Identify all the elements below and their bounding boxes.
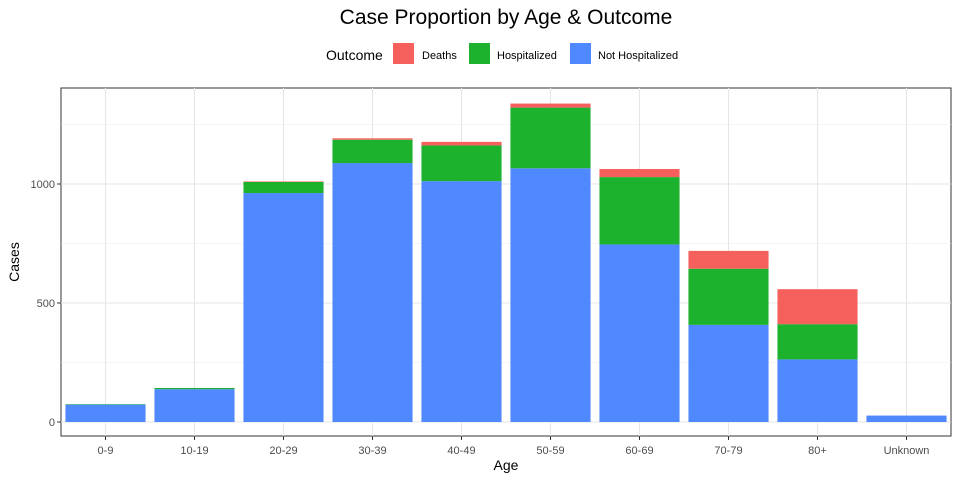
x-tick-label: Unknown bbox=[884, 445, 930, 457]
bar-deaths-40-49 bbox=[421, 141, 502, 146]
legend-key-hospitalized bbox=[469, 43, 490, 64]
bar-not-hospitalized-80+ bbox=[777, 359, 858, 422]
bar-hospitalized-20-29 bbox=[243, 181, 324, 194]
bar-not-hospitalized-40-49 bbox=[421, 181, 502, 422]
legend-key-not-hospitalized bbox=[570, 43, 591, 64]
y-tick-label: 500 bbox=[37, 298, 55, 310]
bar-not-hospitalized-0-9 bbox=[65, 404, 146, 422]
bar-deaths-30-39 bbox=[332, 138, 413, 140]
y-axis-title: Cases bbox=[6, 242, 22, 282]
x-tick-label: 80+ bbox=[808, 445, 827, 457]
bar-not-hospitalized-60-69 bbox=[599, 244, 680, 422]
y-tick-label: 1000 bbox=[31, 179, 55, 191]
bar-not-hospitalized-20-29 bbox=[243, 193, 324, 422]
bar-deaths-70-79 bbox=[688, 250, 769, 269]
bar-deaths-80+ bbox=[777, 289, 858, 325]
bar-hospitalized-30-39 bbox=[332, 139, 413, 164]
bar-not-hospitalized-unknown bbox=[866, 415, 947, 422]
bar-hospitalized-60-69 bbox=[599, 177, 680, 245]
bar-hospitalized-80+ bbox=[777, 324, 858, 360]
x-tick-label: 70-79 bbox=[714, 445, 742, 457]
x-tick-label: 10-19 bbox=[180, 445, 208, 457]
x-axis-ticks: 0-9 10-19 20-29 30-39 40-49 50-59 60-69 70-79 80… bbox=[98, 436, 930, 457]
x-tick-label: 60-69 bbox=[625, 445, 653, 457]
legend-key-deaths bbox=[393, 43, 414, 64]
bar-deaths-50-59 bbox=[510, 103, 591, 108]
bar-hospitalized-10-19 bbox=[154, 387, 235, 390]
bar-deaths-60-69 bbox=[599, 169, 680, 178]
legend-label: Deaths bbox=[422, 50, 457, 62]
bar-not-hospitalized-10-19 bbox=[154, 389, 235, 422]
bar-hospitalized-70-79 bbox=[688, 268, 769, 325]
bar-not-hospitalized-70-79 bbox=[688, 324, 769, 422]
x-tick-label: 0-9 bbox=[98, 445, 114, 457]
bar-hospitalized-40-49 bbox=[421, 145, 502, 182]
legend-label: Not Hospitalized bbox=[598, 50, 678, 62]
legend-label: Hospitalized bbox=[497, 50, 557, 62]
x-tick-label: 20-29 bbox=[269, 445, 297, 457]
x-axis-title: Age bbox=[494, 457, 519, 473]
bars bbox=[65, 103, 947, 422]
x-tick-label: 30-39 bbox=[358, 445, 386, 457]
bar-hospitalized-50-59 bbox=[510, 107, 591, 169]
x-tick-label: 40-49 bbox=[447, 445, 475, 457]
bar-not-hospitalized-50-59 bbox=[510, 168, 591, 422]
y-axis-ticks: 0 500 1000 bbox=[31, 179, 61, 429]
chart-title: Case Proportion by Age & Outcome bbox=[340, 6, 673, 29]
legend: Outcome Deaths Hospitalized Not Hospitaliz… bbox=[326, 43, 678, 64]
x-tick-label: 50-59 bbox=[536, 445, 564, 457]
legend-title: Outcome bbox=[326, 47, 383, 63]
y-tick-label: 0 bbox=[49, 417, 55, 429]
bar-not-hospitalized-30-39 bbox=[332, 163, 413, 422]
